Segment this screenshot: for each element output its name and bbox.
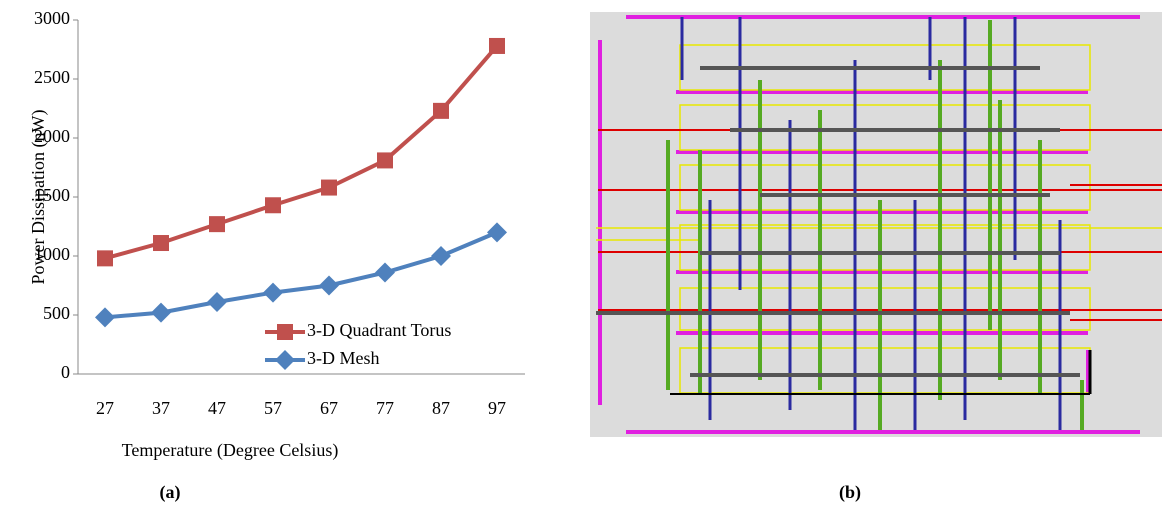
- x-axis-label: Temperature (Degree Celsius): [122, 440, 339, 461]
- marker: [375, 263, 395, 283]
- marker: [275, 350, 295, 370]
- marker: [487, 222, 507, 242]
- legend-label: 3-D Quadrant Torus: [307, 320, 451, 340]
- marker: [95, 307, 115, 327]
- marker: [377, 152, 393, 168]
- marker: [97, 250, 113, 266]
- marker: [153, 235, 169, 251]
- x-tick-label: 77: [376, 398, 394, 418]
- marker: [263, 283, 283, 303]
- y-tick-label: 0: [61, 362, 70, 382]
- x-tick-label: 37: [152, 398, 170, 418]
- caption: (a): [160, 482, 181, 503]
- marker: [319, 276, 339, 296]
- marker: [209, 216, 225, 232]
- x-tick-label: 57: [264, 398, 282, 418]
- layout-image: [590, 12, 1162, 437]
- y-tick-label: 2500: [34, 67, 70, 87]
- x-tick-label: 27: [96, 398, 114, 418]
- y-tick-label: 1000: [34, 244, 70, 264]
- figure: Power Dissipation (nW) Temperature (Degr…: [0, 0, 1162, 509]
- marker: [431, 246, 451, 266]
- x-tick-label: 87: [432, 398, 450, 418]
- caption: (b): [839, 482, 861, 503]
- marker: [207, 292, 227, 312]
- y-tick-label: 500: [43, 303, 70, 323]
- marker: [321, 180, 337, 196]
- series-line: [105, 46, 497, 258]
- y-tick-label: 1500: [34, 185, 70, 205]
- x-tick-label: 47: [208, 398, 226, 418]
- legend-label: 3-D Mesh: [307, 348, 380, 368]
- y-tick-label: 3000: [34, 8, 70, 28]
- y-tick-label: 2000: [34, 126, 70, 146]
- marker: [151, 303, 171, 323]
- marker: [265, 197, 281, 213]
- x-tick-label: 97: [488, 398, 506, 418]
- marker: [489, 38, 505, 54]
- marker: [277, 324, 293, 340]
- x-tick-label: 67: [320, 398, 338, 418]
- marker: [433, 103, 449, 119]
